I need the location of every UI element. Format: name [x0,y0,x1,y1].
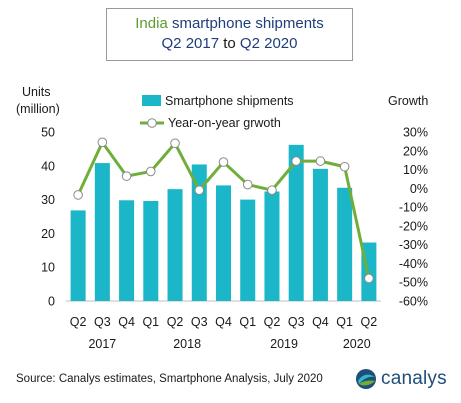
point-yoy-growth [73,190,83,200]
source-note: Source: Canalys estimates, Smartphone An… [16,373,323,385]
point-yoy-growth [364,273,374,284]
legend-swatch-marker [147,118,157,128]
right-tick-label: 0% [410,182,428,196]
right-tick-label: 10% [403,163,428,177]
bar-shipments [361,242,377,301]
legend-label-shipments: Smartphone shipments [165,94,294,108]
labels-group: Units (million) Growth 0 10 20 30 40 50 30% 20% 10%… [16,85,428,351]
x-tick-label: Q3 [94,315,111,329]
line-group [73,137,374,284]
point-yoy-growth [97,137,108,148]
x-tick-label: Q3 [191,315,208,329]
x-year-label: 2020 [343,337,371,351]
subtitle-to: to [219,35,240,52]
bar-shipments [143,200,159,301]
right-axis-title: Growth [388,94,428,108]
x-year-label: 2018 [173,337,201,351]
point-yoy-growth [121,171,132,181]
bar-shipments [167,189,183,301]
right-tick-label: -30% [399,238,428,252]
left-tick-label: 10 [41,261,55,275]
point-yoy-growth [339,161,350,172]
line-yoy-growth [76,140,371,279]
point-yoy-growth [291,156,301,166]
bar-shipments [337,187,353,301]
legend-swatch-shipments [142,95,161,106]
chart-title: India smartphone shipments [107,14,352,34]
left-tick-label: 40 [41,159,55,173]
legend: Smartphone shipments Year-on-year grwoth [140,94,294,130]
bar-shipments [264,191,280,301]
x-year-label: 2017 [88,337,116,351]
bar-shipments [191,164,207,301]
right-tick-label: -10% [399,201,428,215]
point-yoy-growth [218,157,229,167]
canalys-logo-text: canalys [381,368,447,389]
x-tick-label: Q2 [361,315,378,329]
bar-shipments [119,200,135,301]
left-tick-label: 20 [41,227,55,241]
x-tick-label: Q3 [288,315,305,329]
left-axis-title-line2: (million) [16,102,60,116]
left-tick-label: 0 [48,295,55,309]
point-yoy-growth [242,179,253,190]
x-tick-label: Q2 [264,315,281,329]
x-tick-label: Q1 [142,315,159,329]
bar-shipments [312,168,328,301]
right-tick-label: -60% [399,295,428,309]
left-tick-label: 30 [41,193,55,207]
point-yoy-growth [170,138,180,149]
bar-shipments [288,144,304,301]
canalys-logo: canalys [355,366,447,392]
title-main: smartphone shipments [167,15,324,32]
right-tick-label: -50% [399,276,428,290]
right-tick-label: 30% [403,126,428,140]
left-tick-label: 50 [41,126,55,140]
bars-group [70,144,377,301]
point-yoy-growth [194,185,205,196]
right-tick-label: 20% [403,144,428,158]
title-accent: India [135,15,168,32]
x-tick-label: Q2 [167,315,184,329]
chart-subtitle: Q2 2017 to Q2 2020 [107,34,352,54]
bar-shipments [70,210,86,301]
point-yoy-growth [146,166,156,177]
chart-title-box: India smartphone shipments Q2 2017 to Q2… [106,8,353,61]
legend-label-growth: Year-on-year grwoth [168,116,281,130]
bar-shipments [215,185,232,301]
point-yoy-growth [267,185,277,196]
x-tick-label: Q4 [215,315,232,329]
left-axis-title-line1: Units [22,85,50,99]
x-tick-label: Q1 [239,315,256,329]
subtitle-start: Q2 2017 [161,35,220,52]
bar-shipments [240,199,256,301]
right-tick-label: -20% [399,219,428,233]
x-tick-label: Q2 [70,315,87,329]
canalys-logo-icon [356,369,376,389]
x-tick-label: Q4 [312,315,329,329]
bar-shipments [94,163,110,301]
x-tick-label: Q1 [336,315,353,329]
right-tick-label: -40% [399,257,428,271]
subtitle-end: Q2 2020 [239,35,298,52]
x-year-label: 2019 [270,337,298,351]
x-tick-label: Q4 [118,315,135,329]
point-yoy-growth [315,156,326,166]
